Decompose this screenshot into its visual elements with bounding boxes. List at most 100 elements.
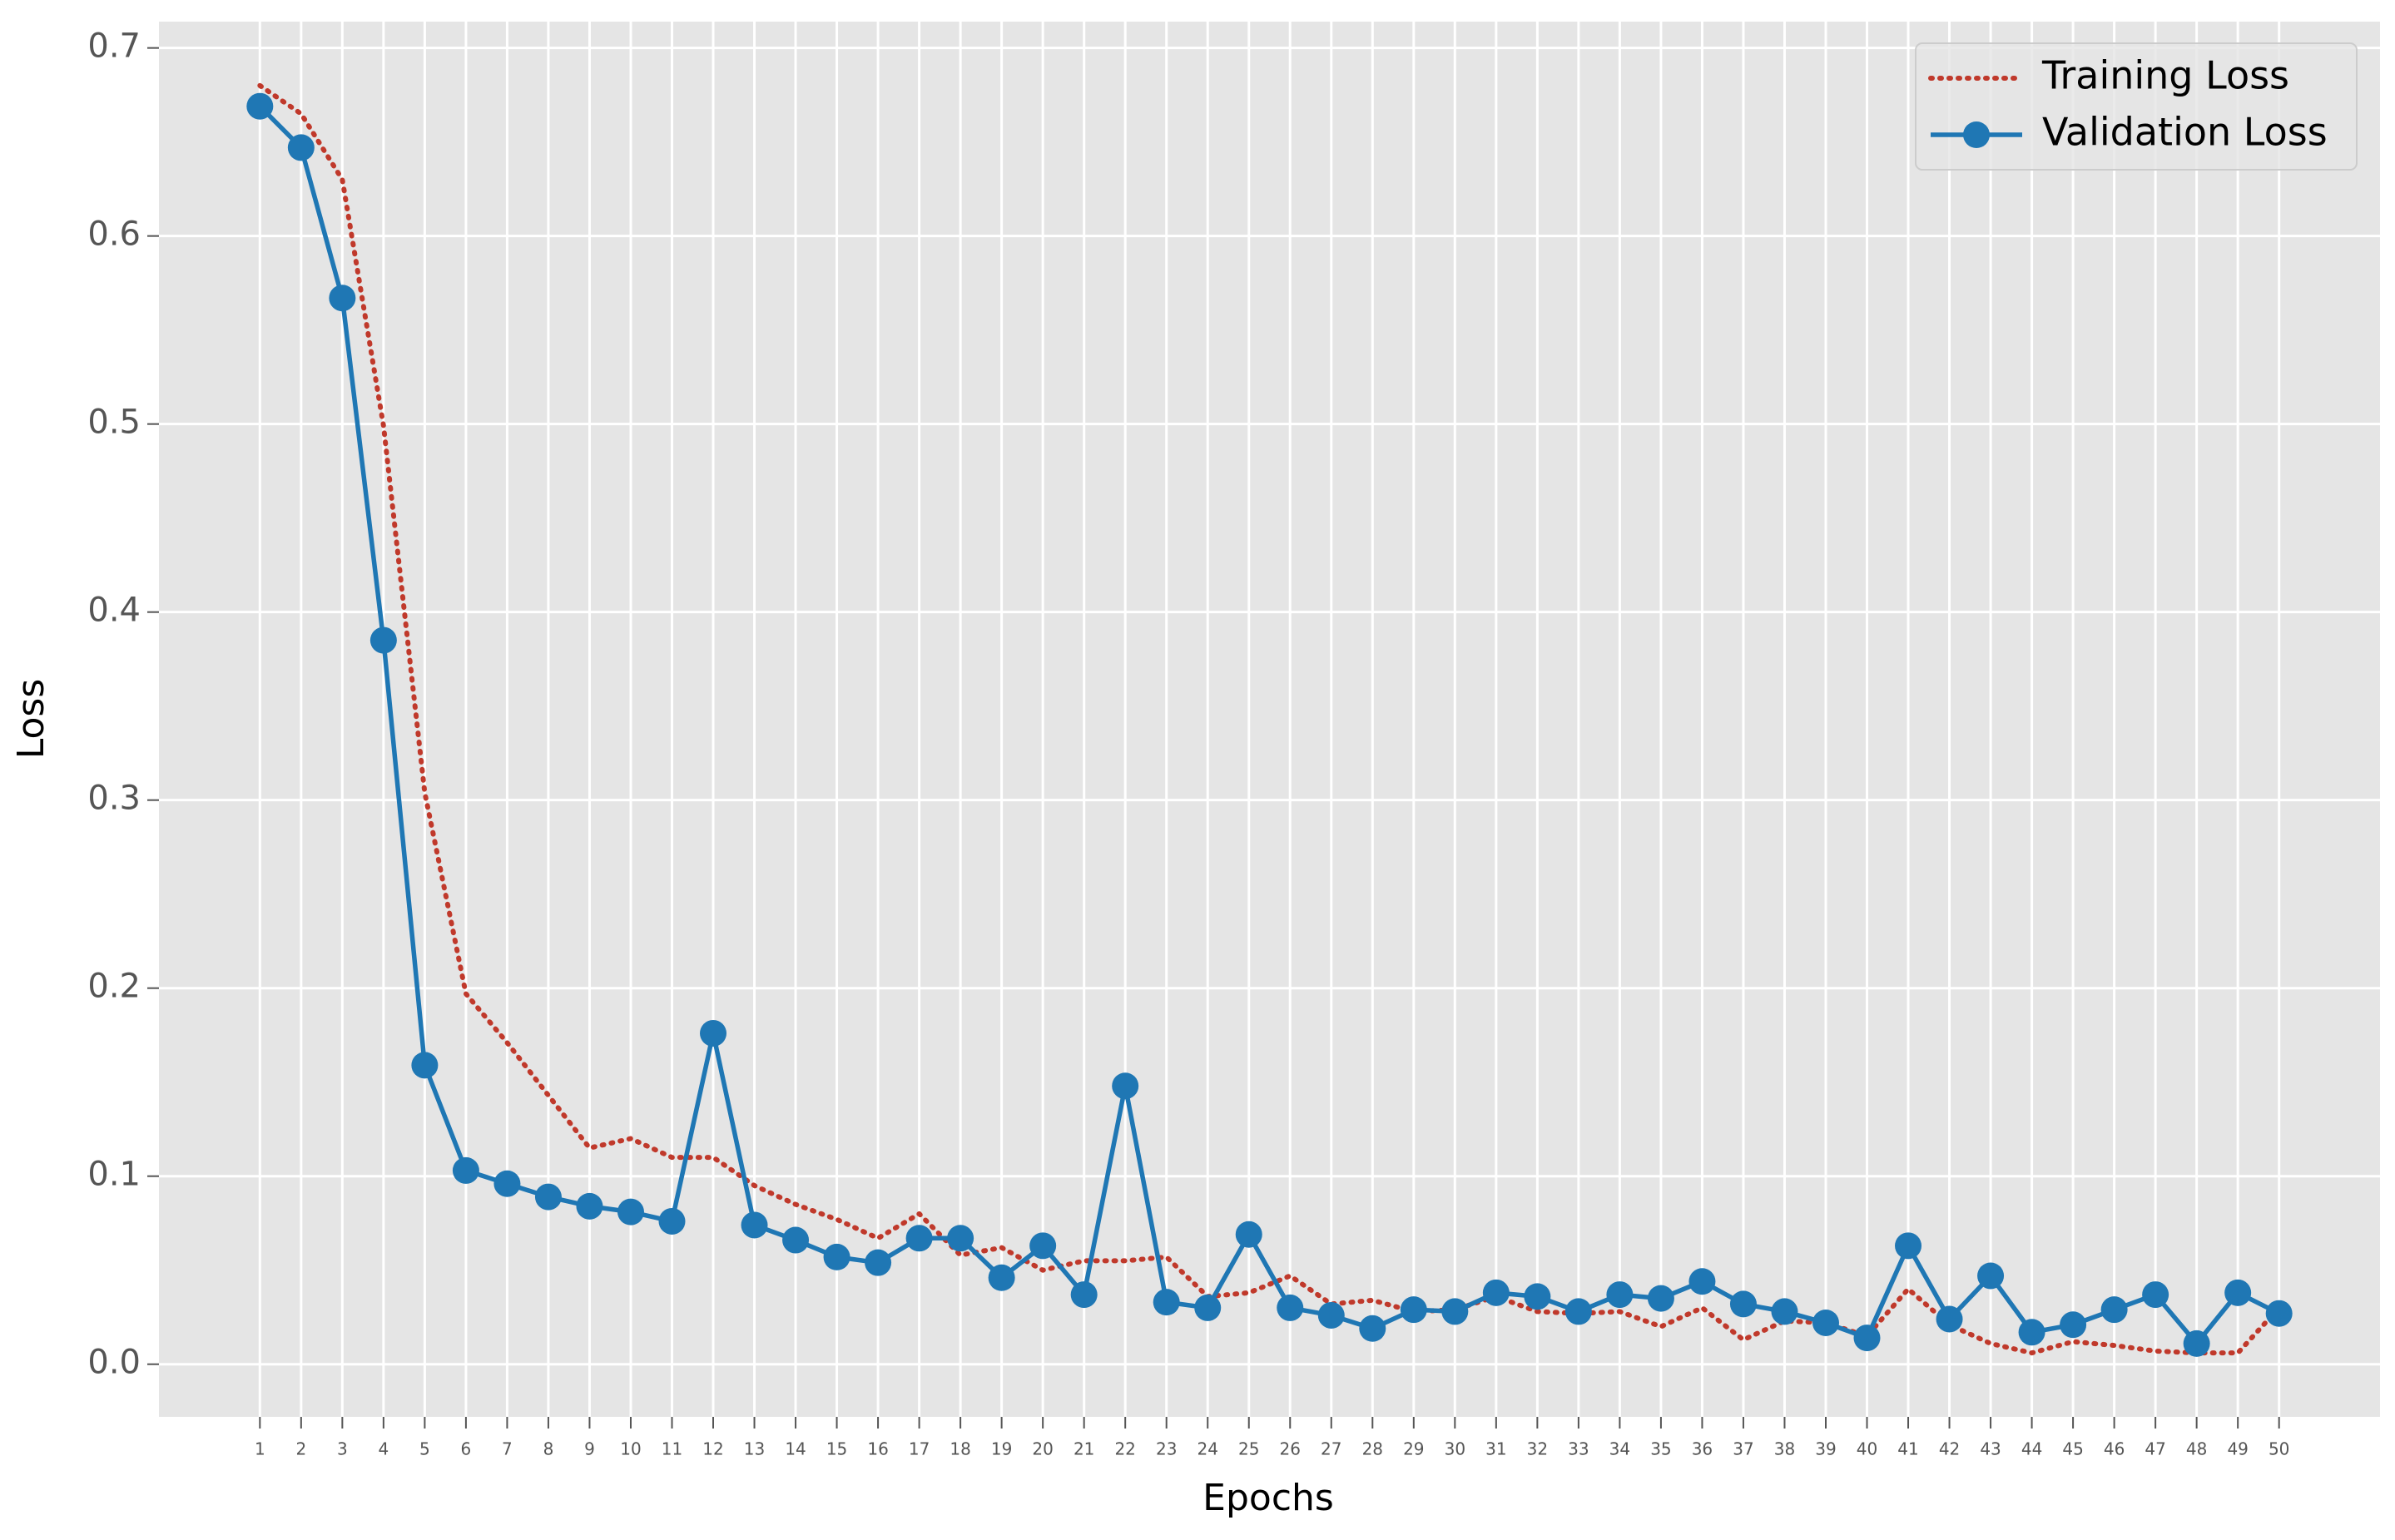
x-tick-label: 7 [502, 1439, 513, 1459]
y-tick-label: 0.5 [87, 404, 141, 442]
data-point [823, 1243, 850, 1270]
x-tick-label: 16 [867, 1439, 888, 1459]
y-tick-label: 0.4 [87, 592, 141, 630]
x-tick-label: 12 [702, 1439, 723, 1459]
data-point [782, 1226, 810, 1254]
x-tick-label: 44 [2021, 1439, 2042, 1459]
x-tick-label: 10 [620, 1439, 641, 1459]
data-point [1317, 1301, 1345, 1329]
x-tick-label: 47 [2145, 1439, 2165, 1459]
x-tick-label: 37 [1733, 1439, 1753, 1459]
data-point [1729, 1290, 1757, 1318]
x-tick-label: 49 [2227, 1439, 2248, 1459]
x-tick-label: 23 [1156, 1439, 1177, 1459]
data-point [329, 285, 356, 312]
x-tick-label: 33 [1568, 1439, 1589, 1459]
x-tick-label: 31 [1485, 1439, 1506, 1459]
data-point [1029, 1232, 1057, 1260]
data-point [1688, 1268, 1716, 1295]
y-axis-label: Loss [10, 679, 52, 760]
data-point [2265, 1300, 2293, 1327]
x-tick-label: 38 [1774, 1439, 1795, 1459]
x-tick-label: 40 [1857, 1439, 1877, 1459]
x-tick-label: 34 [1609, 1439, 1630, 1459]
y-tick-label: 0.6 [87, 215, 141, 254]
data-point [1771, 1298, 1798, 1325]
data-point [369, 626, 397, 654]
x-tick-label: 24 [1197, 1439, 1217, 1459]
y-tick-label: 0.1 [87, 1156, 141, 1194]
data-point [1936, 1305, 1963, 1333]
y-tick-label: 0.2 [87, 968, 141, 1006]
data-point [2018, 1319, 2045, 1346]
x-tick-label: 22 [1114, 1439, 1135, 1459]
x-tick-label: 15 [826, 1439, 847, 1459]
data-point [2142, 1281, 2169, 1309]
data-point [1070, 1281, 1098, 1309]
x-tick-label: 41 [1897, 1439, 1918, 1459]
data-point [741, 1211, 768, 1239]
data-point [988, 1264, 1015, 1291]
y-tick-label: 0.0 [87, 1344, 141, 1382]
legend-marker [1963, 121, 1990, 148]
x-tick-label: 11 [662, 1439, 682, 1459]
x-axis-label: Epochs [1202, 1477, 1334, 1519]
x-tick-label: 27 [1321, 1439, 1341, 1459]
x-tick-label: 17 [909, 1439, 930, 1459]
data-point [905, 1225, 933, 1252]
data-point [617, 1198, 644, 1226]
data-point [865, 1249, 892, 1276]
data-point [576, 1192, 603, 1220]
y-tick-label: 0.7 [87, 27, 141, 66]
x-tick-label: 48 [2186, 1439, 2207, 1459]
x-tick-label: 43 [1980, 1439, 2001, 1459]
data-point [1564, 1298, 1592, 1325]
x-tick-label: 20 [1032, 1439, 1053, 1459]
x-tick-label: 39 [1815, 1439, 1836, 1459]
data-point [700, 1019, 727, 1047]
data-point [411, 1052, 439, 1079]
data-point [1153, 1289, 1180, 1316]
y-tick-label: 0.3 [87, 780, 141, 818]
x-tick-label: 4 [379, 1439, 389, 1459]
x-tick-label: 30 [1445, 1439, 1465, 1459]
x-tick-label: 45 [2062, 1439, 2083, 1459]
data-point [1977, 1262, 2005, 1290]
data-point [1194, 1294, 1222, 1321]
x-tick-label: 26 [1280, 1439, 1301, 1459]
x-tick-label: 35 [1650, 1439, 1671, 1459]
x-tick-label: 21 [1074, 1439, 1094, 1459]
x-tick-label: 5 [419, 1439, 430, 1459]
data-point [1606, 1281, 1634, 1309]
x-tick-label: 3 [337, 1439, 348, 1459]
data-point [1812, 1309, 1839, 1336]
data-point [1277, 1294, 1304, 1321]
legend-label: Validation Loss [2042, 110, 2328, 155]
data-point [2183, 1330, 2210, 1357]
data-point [2060, 1311, 2087, 1339]
data-point [1112, 1072, 1139, 1100]
data-point [452, 1156, 479, 1184]
plot-area [159, 22, 2380, 1417]
x-tick-label: 2 [295, 1439, 306, 1459]
x-tick-label: 1 [255, 1439, 265, 1459]
x-tick-label: 8 [543, 1439, 554, 1459]
data-point [1647, 1285, 1674, 1312]
x-tick-label: 6 [461, 1439, 472, 1459]
data-point [1400, 1296, 1427, 1324]
x-tick-label: 18 [950, 1439, 970, 1459]
data-point [1524, 1283, 1551, 1310]
data-point [1441, 1298, 1469, 1325]
data-point [1482, 1279, 1510, 1306]
data-point [1359, 1315, 1386, 1342]
x-tick-label: 32 [1527, 1439, 1548, 1459]
data-point [1235, 1221, 1262, 1248]
data-point [493, 1170, 521, 1197]
x-tick-label: 9 [584, 1439, 595, 1459]
x-tick-label: 28 [1362, 1439, 1383, 1459]
data-point [534, 1183, 562, 1211]
legend-label: Training Loss [2041, 53, 2289, 98]
legend-box [1915, 42, 2358, 171]
